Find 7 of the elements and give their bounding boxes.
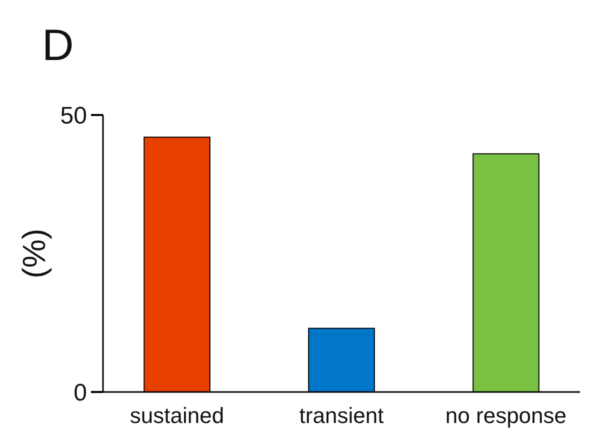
y-tick-label: 0 bbox=[74, 379, 87, 406]
y-tick-label: 50 bbox=[60, 102, 87, 130]
x-tick-label: sustained bbox=[130, 403, 224, 428]
y-axis-title: (%) bbox=[16, 228, 52, 278]
x-tick-label: no response bbox=[445, 403, 567, 428]
x-tick-label: transient bbox=[299, 403, 384, 428]
chart-title: D bbox=[42, 21, 74, 70]
